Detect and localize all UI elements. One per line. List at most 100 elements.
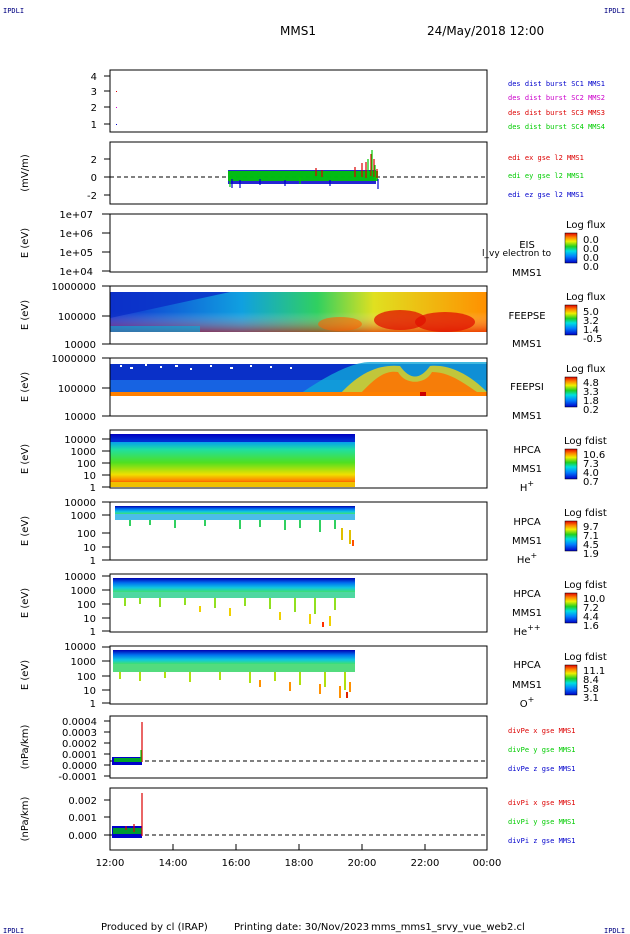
colorbar-tick: 1.4 bbox=[583, 325, 599, 336]
y-tick-label: 10 bbox=[83, 686, 96, 697]
colorbar-scale bbox=[564, 376, 578, 408]
panel-frame bbox=[109, 285, 488, 345]
y-tick-labels: 10000 1000 100 10 1 bbox=[64, 642, 96, 710]
colorbar-tick: 10.6 bbox=[583, 450, 605, 461]
y-tick-labels: 0.0004 0.0003 0.0002 0.0001 0.0000 -0.00… bbox=[58, 717, 97, 783]
y-tick-label: 10 bbox=[83, 614, 96, 625]
y-ticks bbox=[102, 357, 110, 417]
y-axis-label: E (eV) bbox=[20, 444, 31, 474]
y-tick-label: 1 bbox=[91, 120, 97, 131]
species-label: He+ bbox=[517, 551, 537, 566]
y-tick-label: 0.0002 bbox=[62, 739, 97, 750]
y-tick-label: 2 bbox=[91, 155, 97, 166]
y-axis-label: E (eV) bbox=[20, 588, 31, 618]
spacecraft-label: MMS1 bbox=[512, 268, 542, 279]
panel-feepse: E (eV) 1000000 100000 10000 FEEPSE MMS1 … bbox=[20, 282, 606, 351]
y-tick-label: 1000 bbox=[71, 657, 96, 668]
colorbar-scale bbox=[564, 520, 578, 552]
y-ticks bbox=[104, 799, 110, 836]
panel-frame bbox=[109, 357, 488, 417]
legend-entry: edi ey gse l2 MMS1 bbox=[508, 172, 584, 180]
panel-divpe: (nPa/km) 0.0004 0.0003 0.0002 0.0001 0.0… bbox=[20, 715, 575, 783]
spacecraft-label: MMS1 bbox=[512, 536, 542, 547]
panel-side-label: HPCA MMS1 O+ bbox=[512, 660, 542, 710]
panel-hpca-hepp: E (eV) 10000 1000 100 10 1 HPCA MMS1 He+… bbox=[20, 572, 607, 638]
legend-entry: divPi z gse MMS1 bbox=[508, 837, 575, 845]
y-tick-label: 10000 bbox=[64, 572, 96, 583]
colorbar-tick: -0.5 bbox=[583, 334, 603, 345]
panel-side-label: FEEPSE MMS1 bbox=[508, 311, 545, 350]
colorbar: Log fdist 9.7 7.1 4.5 1.9 bbox=[564, 508, 607, 560]
y-tick-labels: 2 0 -2 bbox=[87, 155, 97, 202]
spacecraft-label: MMS1 bbox=[512, 608, 542, 619]
corner-label-bottom-left: IPDLI bbox=[3, 927, 24, 934]
y-tick-label: 10000 bbox=[64, 435, 96, 446]
legend-entry: edi ex gse l2 MMS1 bbox=[508, 154, 584, 162]
divpi-x-spike-small bbox=[125, 824, 135, 832]
colorbar-tick: 11.1 bbox=[583, 666, 605, 677]
y-tick-label: 100000 bbox=[58, 312, 96, 323]
instrument-label: HPCA bbox=[513, 445, 541, 456]
colorbar-title: Log fdist bbox=[564, 580, 607, 591]
footer-script-name: mms_mms1_srvy_vue_web2.cl bbox=[371, 922, 525, 933]
corner-label-top-right: IPDLI bbox=[604, 7, 625, 15]
colorbar-tick: 7.3 bbox=[583, 459, 599, 470]
legend-entry: divPe x gse MMS1 bbox=[508, 727, 575, 735]
y-tick-label: 0.0004 bbox=[62, 717, 97, 728]
colorbar-tick: 0.7 bbox=[583, 477, 599, 488]
y-tick-label: 100 bbox=[77, 459, 96, 470]
y-tick-labels: 4 3 2 1 bbox=[91, 72, 97, 131]
legend-entry: divPi x gse MMS1 bbox=[508, 799, 575, 807]
colorbar-tick: 0.0 bbox=[583, 235, 599, 246]
y-tick-label: 10000 bbox=[64, 642, 96, 653]
y-axis-label: E (eV) bbox=[20, 372, 31, 402]
colorbar-tick: 4.4 bbox=[583, 612, 599, 623]
edi-ex-spikes bbox=[315, 154, 378, 178]
y-tick-label: 0.0003 bbox=[62, 728, 97, 739]
colorbar-title: Log flux bbox=[566, 292, 606, 303]
y-tick-label: 10 bbox=[83, 471, 96, 482]
y-tick-label: 2 bbox=[91, 103, 97, 114]
y-ticks bbox=[102, 438, 110, 488]
y-tick-labels: 10000 1000 100 10 1 bbox=[64, 498, 96, 567]
colorbar-scale bbox=[564, 232, 578, 264]
y-tick-label: 1000000 bbox=[51, 282, 96, 293]
colorbar-tick: 4.5 bbox=[583, 540, 599, 551]
legend-entry: divPi y gse MMS1 bbox=[508, 818, 575, 826]
y-tick-labels: 0.002 0.001 0.000 bbox=[68, 796, 97, 842]
x-tick-label: 20:00 bbox=[348, 858, 377, 869]
panel-frame bbox=[109, 141, 488, 205]
y-tick-label: 1e+05 bbox=[59, 248, 93, 259]
y-ticks bbox=[102, 575, 110, 632]
panel-feepsi: E (eV) 1000000 100000 10000 FEEPSI MMS1 … bbox=[20, 354, 606, 423]
species-label: O+ bbox=[520, 695, 535, 710]
panel-side-label: HPCA MMS1 He+ bbox=[512, 517, 542, 566]
legend: divPi x gse MMS1 divPi y gse MMS1 divPi … bbox=[508, 799, 575, 845]
colorbar: Log flux 4.8 3.3 1.8 0.2 bbox=[564, 364, 606, 416]
y-tick-label: 1000000 bbox=[51, 354, 96, 365]
burst-marker-sc1 bbox=[116, 124, 117, 125]
divpe-traces bbox=[112, 722, 143, 765]
y-tick-label: 0.0000 bbox=[62, 761, 97, 772]
instrument-label: EIS bbox=[519, 240, 535, 251]
y-tick-label: 1 bbox=[90, 627, 96, 638]
colorbar-tick: 8.4 bbox=[583, 675, 599, 686]
legend-entry: edi ez gse l2 MMS1 bbox=[508, 191, 584, 199]
panel-hpca-o: E (eV) 10000 1000 100 10 1 HPCA MMS1 O+ … bbox=[20, 642, 607, 710]
corner-label-top-left: IPDLI bbox=[3, 7, 24, 15]
x-tick-label: 16:00 bbox=[222, 858, 251, 869]
y-tick-label: 1 bbox=[90, 483, 96, 494]
spectrogram bbox=[110, 292, 487, 332]
colorbar-title: Log flux bbox=[566, 364, 606, 375]
footer-produced-by: Produced by cl (IRAP) bbox=[101, 922, 208, 933]
colorbar-scale bbox=[564, 592, 578, 624]
y-tick-label: 10000 bbox=[64, 340, 96, 351]
y-tick-label: 0.002 bbox=[68, 796, 97, 807]
overlap-label: l_vy electron to bbox=[482, 249, 552, 259]
corner-labels: IPDLI IPDLI IPDLI IPDLI bbox=[3, 7, 625, 934]
y-ticks bbox=[102, 501, 110, 561]
y-ticks bbox=[102, 285, 110, 345]
y-tick-label: 0.000 bbox=[68, 831, 97, 842]
corner-label-bottom-right: IPDLI bbox=[604, 927, 625, 934]
legend: des dist burst SC1 MMS1 des dist burst S… bbox=[508, 80, 605, 131]
